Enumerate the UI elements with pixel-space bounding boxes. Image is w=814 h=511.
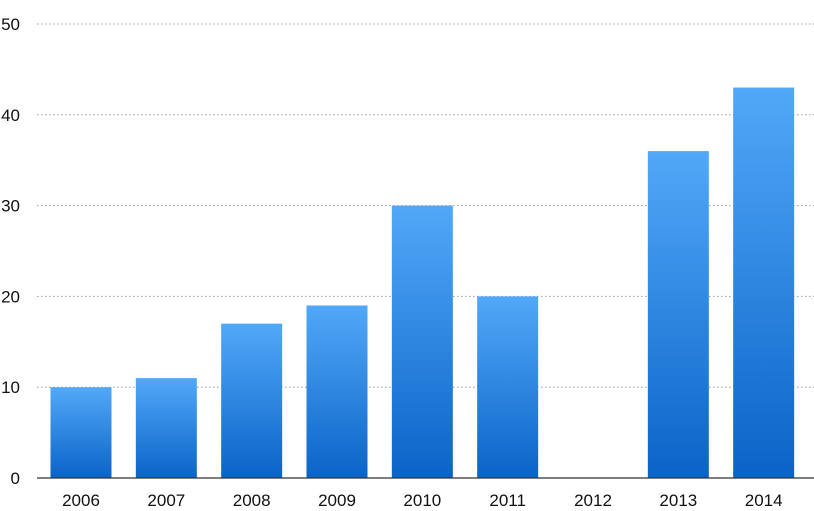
y-axis-ticks: 0 10 20 30 40 50 (1, 15, 20, 488)
x-tick-label: 2009 (318, 491, 356, 510)
bar-2014 (733, 87, 795, 478)
bar-2006 (50, 387, 112, 478)
bar-2009 (306, 305, 368, 478)
y-tick-label: 20 (1, 287, 20, 306)
bar-2010 (391, 205, 453, 478)
x-tick-label: 2006 (62, 491, 100, 510)
bars (50, 87, 795, 478)
x-tick-label: 2014 (745, 491, 783, 510)
y-tick-label: 30 (1, 197, 20, 216)
y-tick-label: 0 (11, 469, 20, 488)
x-axis-ticks: 2006 2007 2008 2009 2010 2011 2012 2013 2014 (62, 491, 782, 510)
bar-2011 (477, 296, 539, 478)
y-tick-label: 10 (1, 378, 20, 397)
x-tick-label: 2011 (489, 491, 526, 510)
bar-2008 (221, 323, 283, 478)
y-tick-label: 50 (1, 15, 20, 34)
x-tick-label: 2008 (233, 491, 271, 510)
bar-2007 (135, 378, 197, 478)
x-tick-label: 2012 (574, 491, 612, 510)
y-tick-label: 40 (1, 106, 20, 125)
bar-2013 (647, 151, 709, 478)
x-tick-label: 2013 (659, 491, 697, 510)
x-tick-label: 2010 (403, 491, 441, 510)
x-tick-label: 2007 (147, 491, 185, 510)
